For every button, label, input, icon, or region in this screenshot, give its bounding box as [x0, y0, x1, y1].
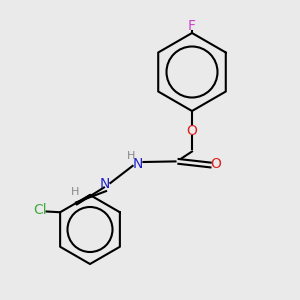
Text: N: N	[133, 157, 143, 170]
Text: Cl: Cl	[34, 203, 47, 217]
Text: F: F	[188, 19, 196, 32]
Text: O: O	[187, 124, 197, 137]
Text: H: H	[127, 151, 136, 161]
Text: N: N	[100, 178, 110, 191]
Text: H: H	[71, 187, 79, 197]
Text: O: O	[211, 157, 221, 170]
